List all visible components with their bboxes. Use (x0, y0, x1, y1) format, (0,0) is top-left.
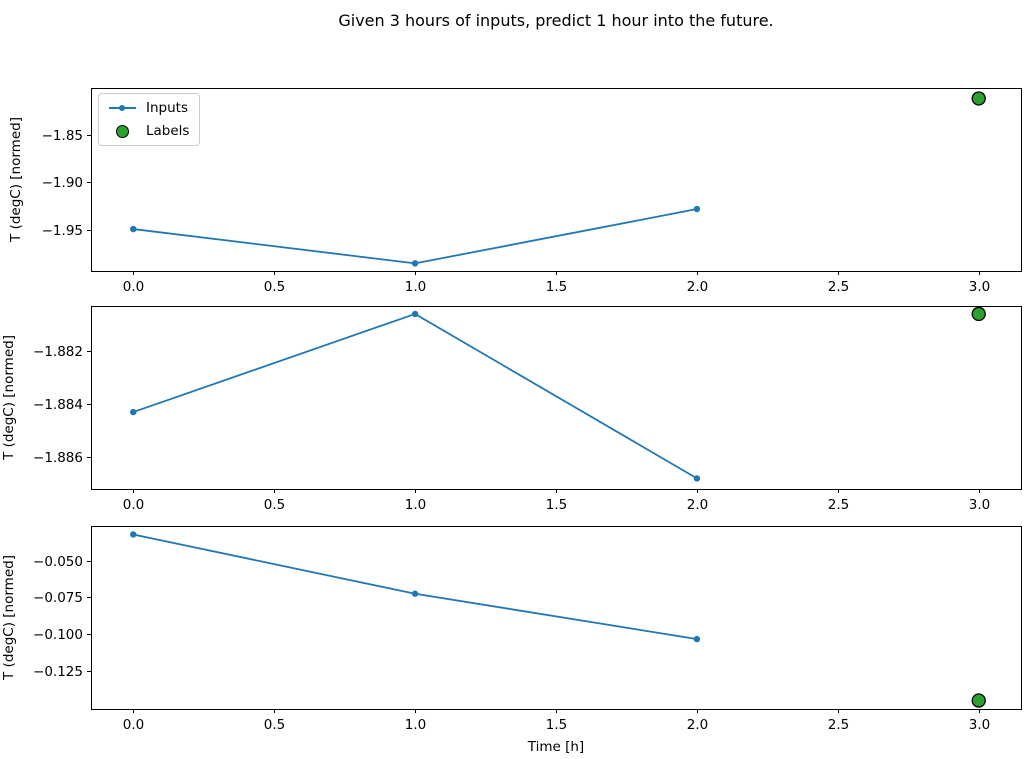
x-tick-label: 2.5 (828, 279, 849, 295)
plot-border (91, 526, 1022, 710)
input-point-marker (130, 225, 137, 233)
line-dot-marker-icon (109, 101, 136, 115)
x-tick-label: 2.0 (687, 279, 708, 295)
y-tick-label: −1.85 (42, 128, 83, 144)
x-tick-label: 0.5 (264, 717, 285, 733)
x-tick-label: 2.0 (687, 497, 708, 513)
y-tick-label: −1.884 (33, 397, 83, 413)
x-tick-label: 1.5 (546, 717, 567, 733)
legend-item-inputs: Inputs (109, 100, 189, 116)
input-point-marker (693, 635, 701, 643)
legend-label-inputs: Inputs (146, 100, 188, 116)
subplot-3: 0.0 0.5 1.0 1.5 2.0 2.5 3.0 −0.050 −0.075 −0.100 −… (1, 526, 1022, 733)
x-tick-label: 1.0 (405, 279, 426, 295)
x-tick-label: 2.0 (687, 717, 708, 733)
y-axis-label: T (degC) [normed] (8, 117, 24, 243)
green-circle-icon (116, 125, 129, 138)
y-axis-label: T (degC) [normed] (1, 335, 17, 461)
x-tick-label: 0.0 (123, 497, 144, 513)
x-tick-label: 1.0 (405, 497, 426, 513)
y-tick-label: −0.125 (33, 664, 83, 680)
x-tick-label: 1.0 (405, 717, 426, 733)
input-point-marker (130, 531, 137, 538)
input-point-marker (411, 310, 419, 318)
legend: Inputs Labels (98, 93, 201, 146)
input-point-marker (693, 475, 701, 482)
label-point-marker (971, 306, 986, 322)
y-tick-label: −1.90 (42, 175, 83, 191)
x-axis-label: Time [h] (527, 739, 585, 755)
x-tick-label: 0.5 (264, 497, 285, 513)
y-tick-label: −0.075 (33, 590, 83, 606)
input-point-marker (411, 590, 419, 597)
legend-item-labels: Labels (109, 123, 189, 139)
plot-border (91, 88, 1022, 272)
label-point-marker (971, 693, 986, 708)
x-tick-label: 2.5 (828, 497, 849, 513)
x-tick-label: 3.0 (969, 279, 990, 295)
x-tick-label: 0.0 (123, 717, 144, 733)
inputs-line (133, 533, 698, 640)
inputs-line (132, 312, 698, 480)
plot-border (91, 306, 1022, 490)
y-tick-label: −1.886 (33, 450, 83, 466)
y-tick-label: −1.882 (33, 344, 83, 360)
circle-marker-icon (109, 124, 136, 138)
x-tick-label: 0.5 (264, 279, 285, 295)
input-point-marker (411, 260, 419, 267)
subplot-2: 0.0 0.5 1.0 1.5 2.0 2.5 3.0 −1.882 −1.884 −1.886 T… (1, 306, 1022, 513)
x-tick-label: 1.5 (546, 279, 567, 295)
y-tick-label: −1.95 (42, 223, 83, 239)
legend-label-labels: Labels (146, 123, 190, 139)
figure-title: Given 3 hours of inputs, predict 1 hour … (338, 11, 774, 30)
y-tick-label: −0.050 (33, 554, 83, 570)
inputs-line (133, 208, 698, 265)
x-tick-label: 3.0 (969, 717, 990, 733)
x-tick-label: 3.0 (969, 497, 990, 513)
input-point-marker (130, 408, 137, 416)
dot-icon (119, 105, 125, 111)
x-tick-label: 2.5 (828, 717, 849, 733)
x-tick-label: 0.0 (123, 279, 144, 295)
y-tick-label: −0.100 (33, 627, 83, 643)
subplot-1: 0.0 0.5 1.0 1.5 2.0 2.5 3.0 −1.85 −1.90 −1.95 T (d… (8, 88, 1022, 295)
y-axis-label: T (degC) [normed] (1, 555, 17, 681)
input-point-marker (693, 205, 701, 213)
x-tick-label: 1.5 (546, 497, 567, 513)
label-point-marker (971, 91, 986, 106)
